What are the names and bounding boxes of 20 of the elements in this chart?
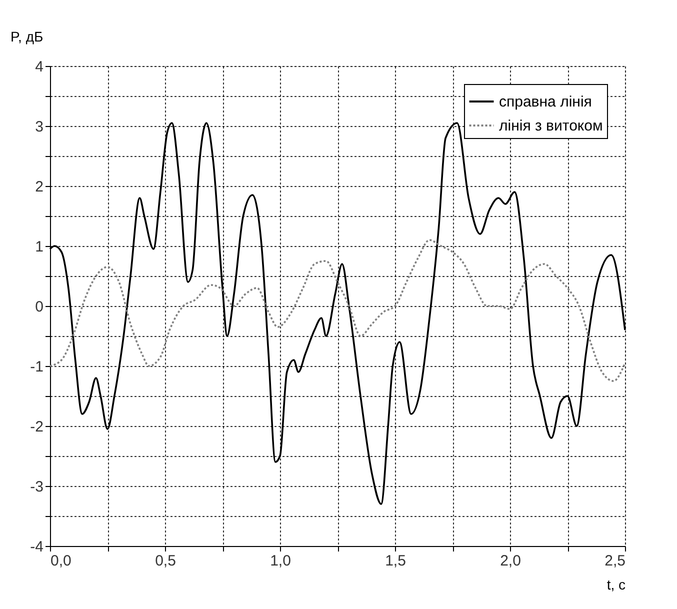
legend-label: лінія з витоком: [499, 118, 603, 134]
y-tick-label: -4: [30, 538, 44, 556]
x-tick-label: 1,5: [385, 552, 406, 570]
x-tick-label: 2,5: [604, 552, 626, 570]
y-axis-title: P, дБ: [10, 28, 44, 44]
x-tick-label: 1,0: [270, 552, 291, 570]
y-tick-label: -1: [30, 358, 44, 376]
x-tick-label: 0,5: [155, 552, 176, 570]
y-tick-label: 0: [35, 298, 44, 316]
x-tick-label: 2,0: [500, 552, 521, 570]
y-tick-label: 2: [35, 178, 44, 196]
y-tick-label: 4: [35, 58, 44, 76]
y-tick-label: -2: [30, 418, 44, 436]
line-series: [49, 239, 626, 382]
y-tick-label: 1: [35, 238, 44, 256]
y-tick-label: 3: [35, 118, 44, 136]
x-tick-label: 0,0: [50, 552, 72, 570]
y-tick-label: -3: [30, 478, 44, 496]
x-axis-title: t, c: [606, 576, 626, 592]
legend-label: справна лінія: [499, 94, 592, 110]
